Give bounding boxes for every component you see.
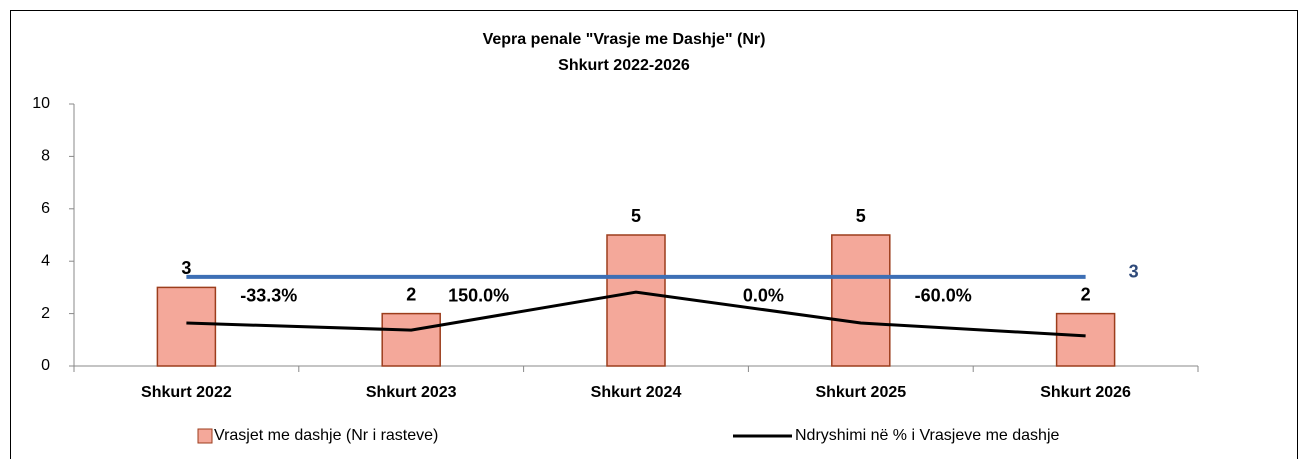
x-tick-label: Shkurt 2026 <box>1040 384 1131 401</box>
y-tick-label: 4 <box>41 252 50 269</box>
data-label: 2 <box>406 284 416 304</box>
annotation: 0.0% <box>743 285 784 305</box>
bar <box>606 234 666 367</box>
y-tick-label: 2 <box>41 305 50 322</box>
bar <box>381 312 441 367</box>
data-label: 5 <box>631 206 641 226</box>
legend-swatch <box>197 428 213 444</box>
x-tick-label: Shkurt 2025 <box>815 384 906 401</box>
y-tick-label: 6 <box>41 200 50 217</box>
legend-label: Ndryshimi në % i Vrasjeve me dashje <box>795 427 1060 444</box>
chart-subtitle: Shkurt 2022-2026 <box>558 57 690 74</box>
line-series <box>186 290 1086 338</box>
y-tick-label: 8 <box>41 148 50 165</box>
x-tick-label: Shkurt 2024 <box>591 384 682 401</box>
chart-title: Vepra penale "Vrasje me Dashje" (Nr) <box>483 31 766 48</box>
bar <box>156 286 217 367</box>
annotation: 150.0% <box>448 285 509 305</box>
bar <box>831 234 891 367</box>
reference-label: 3 <box>1129 262 1139 282</box>
data-label: 5 <box>856 206 866 226</box>
annotation: -33.3% <box>240 285 297 305</box>
x-tick-label: Shkurt 2022 <box>141 384 232 401</box>
bar <box>1055 312 1116 367</box>
data-label: 2 <box>1081 284 1091 304</box>
legend-label: Vrasjet me dashje (Nr i rasteve) <box>214 427 438 444</box>
annotation: -60.0% <box>915 285 972 305</box>
y-tick-label: 0 <box>41 357 50 374</box>
data-label: 3 <box>181 258 191 278</box>
x-tick-label: Shkurt 2023 <box>366 384 457 401</box>
y-tick-label: 10 <box>32 95 50 112</box>
